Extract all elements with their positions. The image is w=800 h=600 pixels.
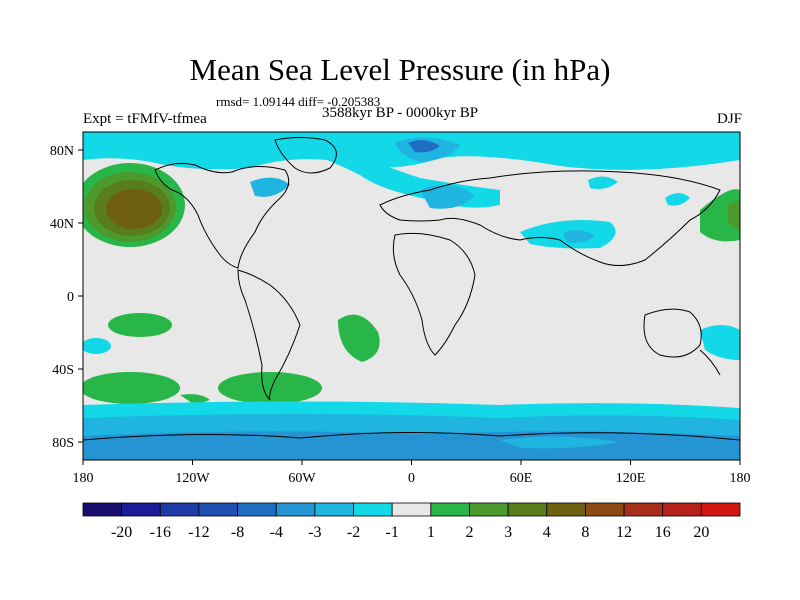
colorbar-box (662, 502, 702, 517)
colorbar-box (700, 502, 741, 517)
lon-label-180e: 180 (730, 471, 751, 486)
pacific-low-west (665, 193, 690, 206)
lat-label-80n: 80N (50, 144, 74, 159)
colorbar-label: -1 (386, 524, 399, 541)
new-zealand-coast (699, 349, 721, 376)
greenland-coast (274, 137, 337, 174)
colorbar-label: 4 (543, 524, 551, 541)
map-field (83, 132, 740, 460)
siberia-low (588, 176, 618, 190)
rmsd-diff-stats: rmsd= 1.09144 diff= -0.205383 (216, 94, 381, 109)
lon-ticks (82, 460, 741, 465)
colorbar-box (623, 502, 664, 517)
colorbar-box (314, 502, 354, 517)
colorbar-label: -16 (150, 524, 171, 541)
southeast-pacific-high (218, 372, 322, 404)
europe-low (420, 185, 475, 209)
west-pacific-high-core (728, 200, 740, 230)
colorbar-label: 2 (465, 524, 473, 541)
colorbar-box (585, 502, 625, 517)
colorbar-label: -8 (231, 524, 244, 541)
colorbar-box (507, 502, 548, 517)
lon-label-60w: 60W (288, 471, 316, 486)
colorbar-box (159, 502, 200, 517)
colorbar-label: 8 (581, 524, 589, 541)
lat-ticks (78, 149, 83, 443)
lat-label-40s: 40S (52, 363, 74, 378)
lat-labels: 80N 40N 0 40S 80S (50, 144, 74, 451)
season-label: DJF (716, 111, 742, 127)
colorbar-label: 3 (504, 524, 512, 541)
south-pacific-high (108, 313, 172, 337)
colorbar-label: -20 (111, 524, 132, 541)
antarctic-patch (500, 436, 620, 449)
lon-label-180w: 180 (73, 471, 94, 486)
lat-label-0: 0 (67, 290, 74, 305)
asia-low-core (563, 230, 595, 243)
africa-coast (392, 232, 476, 356)
colorbar-label: -4 (270, 524, 283, 541)
lat-label-80s: 80S (52, 436, 74, 451)
colorbar-label: -12 (188, 524, 209, 541)
lon-label-120e: 120E (616, 471, 646, 486)
colorbar-box (198, 502, 238, 517)
period-label: 3588kyr BP - 0000kyr BP (321, 105, 479, 121)
lon-label-0: 0 (408, 471, 415, 486)
lat-label-40n: 40N (50, 217, 74, 232)
coastlines (83, 137, 740, 441)
australia-coast (643, 308, 702, 358)
lon-labels: 180 120W 60W 0 60E 120E 180 (73, 471, 751, 486)
antarctica-coast (83, 431, 740, 441)
colorbar: -20 -16 -12 -8 -4 -3 -2 -1 1 2 3 4 8 12 16 20 (82, 502, 741, 541)
colorbar-box (121, 502, 161, 517)
colorbar-box (82, 502, 123, 517)
southern-ocean-high (83, 372, 180, 404)
north-america-coast (154, 162, 290, 269)
colorbar-label: -2 (347, 524, 360, 541)
south-pacific-low-west (83, 338, 111, 354)
colorbar-label: 16 (655, 524, 671, 541)
north-pacific-high-core (106, 189, 162, 229)
south-america-coast (237, 269, 301, 401)
tasman-low (700, 325, 740, 360)
west-pacific-high (700, 189, 740, 242)
page-title: Mean Sea Level Pressure (in hPa) (189, 52, 611, 87)
colorbar-label: 20 (693, 524, 709, 541)
colorbar-box (469, 502, 509, 517)
experiment-label: Expt = tFMfV-tfmea (83, 111, 207, 127)
labrador-low (250, 177, 290, 197)
eurasia-coast (379, 170, 721, 266)
colorbar-label: 12 (616, 524, 632, 541)
lon-label-60e: 60E (510, 471, 533, 486)
colorbar-box (430, 502, 470, 517)
colorbar-box (546, 502, 586, 517)
colorbar-label: -3 (308, 524, 321, 541)
colorbar-box (237, 502, 277, 517)
lon-label-120w: 120W (175, 471, 210, 486)
colorbar-box (353, 502, 393, 517)
colorbar-box (275, 502, 316, 517)
antarctic-low (83, 431, 740, 460)
colorbar-box (391, 502, 432, 517)
arctic-low-center (408, 140, 440, 153)
south-atlantic-high (338, 314, 380, 362)
colorbar-label: 1 (427, 524, 435, 541)
